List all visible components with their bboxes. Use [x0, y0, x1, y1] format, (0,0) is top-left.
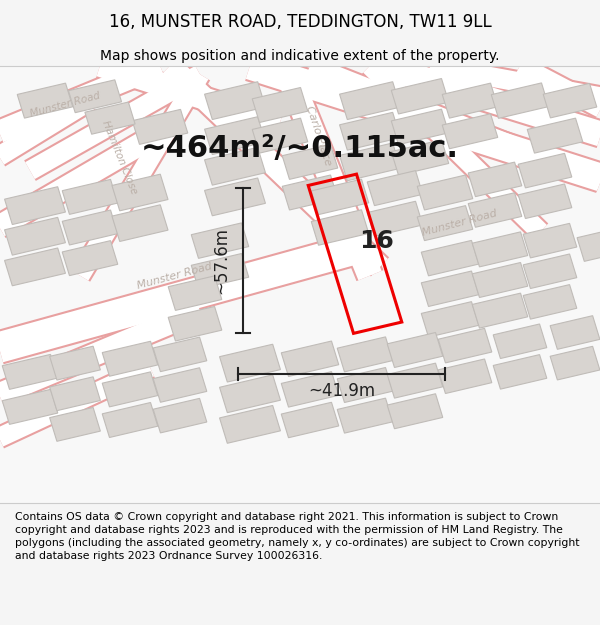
- Polygon shape: [282, 175, 338, 210]
- Polygon shape: [421, 302, 479, 337]
- Polygon shape: [281, 372, 339, 407]
- Polygon shape: [442, 83, 498, 118]
- Polygon shape: [337, 398, 393, 433]
- Polygon shape: [50, 346, 100, 380]
- Polygon shape: [417, 175, 473, 210]
- Polygon shape: [577, 229, 600, 261]
- Polygon shape: [523, 254, 577, 289]
- Polygon shape: [523, 284, 577, 319]
- Polygon shape: [191, 254, 249, 289]
- Polygon shape: [5, 187, 65, 224]
- Polygon shape: [438, 359, 492, 394]
- Polygon shape: [491, 83, 549, 118]
- Text: 16, MUNSTER ROAD, TEDDINGTON, TW11 9LL: 16, MUNSTER ROAD, TEDDINGTON, TW11 9LL: [109, 13, 491, 31]
- Polygon shape: [468, 192, 522, 228]
- Polygon shape: [550, 346, 600, 380]
- Polygon shape: [153, 337, 207, 372]
- Polygon shape: [387, 394, 443, 429]
- Polygon shape: [472, 232, 528, 267]
- Text: Carlo Place: Carlo Place: [304, 104, 332, 167]
- Polygon shape: [518, 153, 572, 188]
- Polygon shape: [391, 109, 449, 144]
- Polygon shape: [220, 406, 280, 443]
- Polygon shape: [281, 341, 339, 376]
- Polygon shape: [102, 402, 158, 437]
- Polygon shape: [153, 398, 207, 433]
- Polygon shape: [5, 217, 65, 255]
- Polygon shape: [62, 241, 118, 276]
- Polygon shape: [153, 368, 207, 402]
- Polygon shape: [252, 118, 308, 153]
- Text: Map shows position and indicative extent of the property.: Map shows position and indicative extent…: [100, 49, 500, 63]
- Polygon shape: [337, 368, 393, 402]
- Polygon shape: [112, 205, 168, 241]
- Polygon shape: [442, 114, 498, 149]
- Polygon shape: [2, 389, 58, 424]
- Polygon shape: [367, 171, 423, 206]
- Polygon shape: [85, 102, 135, 134]
- Text: 16: 16: [359, 229, 394, 253]
- Polygon shape: [62, 179, 118, 214]
- Text: Contains OS data © Crown copyright and database right 2021. This information is : Contains OS data © Crown copyright and d…: [15, 512, 580, 561]
- Polygon shape: [5, 248, 65, 286]
- Polygon shape: [468, 162, 522, 197]
- Polygon shape: [550, 316, 600, 349]
- Polygon shape: [417, 206, 473, 241]
- Polygon shape: [191, 223, 249, 258]
- Polygon shape: [205, 178, 265, 216]
- Text: Hamilton Close: Hamilton Close: [101, 119, 139, 196]
- Text: ~57.6m: ~57.6m: [212, 227, 230, 294]
- Polygon shape: [205, 82, 265, 119]
- Polygon shape: [68, 80, 122, 112]
- Polygon shape: [112, 174, 168, 211]
- Text: ~464m²/~0.115ac.: ~464m²/~0.115ac.: [141, 134, 459, 163]
- Polygon shape: [387, 363, 443, 398]
- Polygon shape: [527, 118, 583, 153]
- Polygon shape: [337, 337, 393, 372]
- Polygon shape: [50, 377, 100, 411]
- Polygon shape: [493, 354, 547, 389]
- Polygon shape: [391, 140, 449, 175]
- Polygon shape: [421, 271, 479, 306]
- Polygon shape: [205, 117, 265, 154]
- Polygon shape: [62, 210, 118, 245]
- Polygon shape: [421, 241, 479, 276]
- Polygon shape: [252, 88, 308, 122]
- Polygon shape: [493, 324, 547, 359]
- Polygon shape: [340, 82, 400, 119]
- Polygon shape: [102, 341, 158, 376]
- Polygon shape: [168, 276, 222, 311]
- Polygon shape: [2, 354, 58, 389]
- Polygon shape: [168, 306, 222, 341]
- Polygon shape: [282, 144, 338, 179]
- Polygon shape: [220, 375, 280, 413]
- Polygon shape: [102, 372, 158, 407]
- Text: Munster Road: Munster Road: [29, 91, 101, 119]
- Polygon shape: [472, 293, 528, 328]
- Polygon shape: [391, 79, 449, 114]
- Polygon shape: [340, 112, 400, 150]
- Polygon shape: [205, 148, 265, 185]
- Polygon shape: [523, 223, 577, 258]
- Polygon shape: [132, 109, 188, 144]
- Polygon shape: [340, 143, 400, 181]
- Polygon shape: [17, 83, 73, 118]
- Text: Munster Road: Munster Road: [421, 208, 499, 238]
- Polygon shape: [518, 184, 572, 219]
- Text: Munster Road: Munster Road: [136, 261, 214, 291]
- Polygon shape: [438, 328, 492, 363]
- Polygon shape: [543, 83, 597, 118]
- Polygon shape: [50, 408, 100, 441]
- Polygon shape: [367, 201, 423, 236]
- Polygon shape: [311, 210, 369, 245]
- Polygon shape: [281, 402, 339, 437]
- Text: ~41.9m: ~41.9m: [308, 382, 375, 400]
- Polygon shape: [387, 332, 443, 367]
- Polygon shape: [220, 344, 280, 382]
- Polygon shape: [472, 262, 528, 298]
- Polygon shape: [311, 179, 369, 214]
